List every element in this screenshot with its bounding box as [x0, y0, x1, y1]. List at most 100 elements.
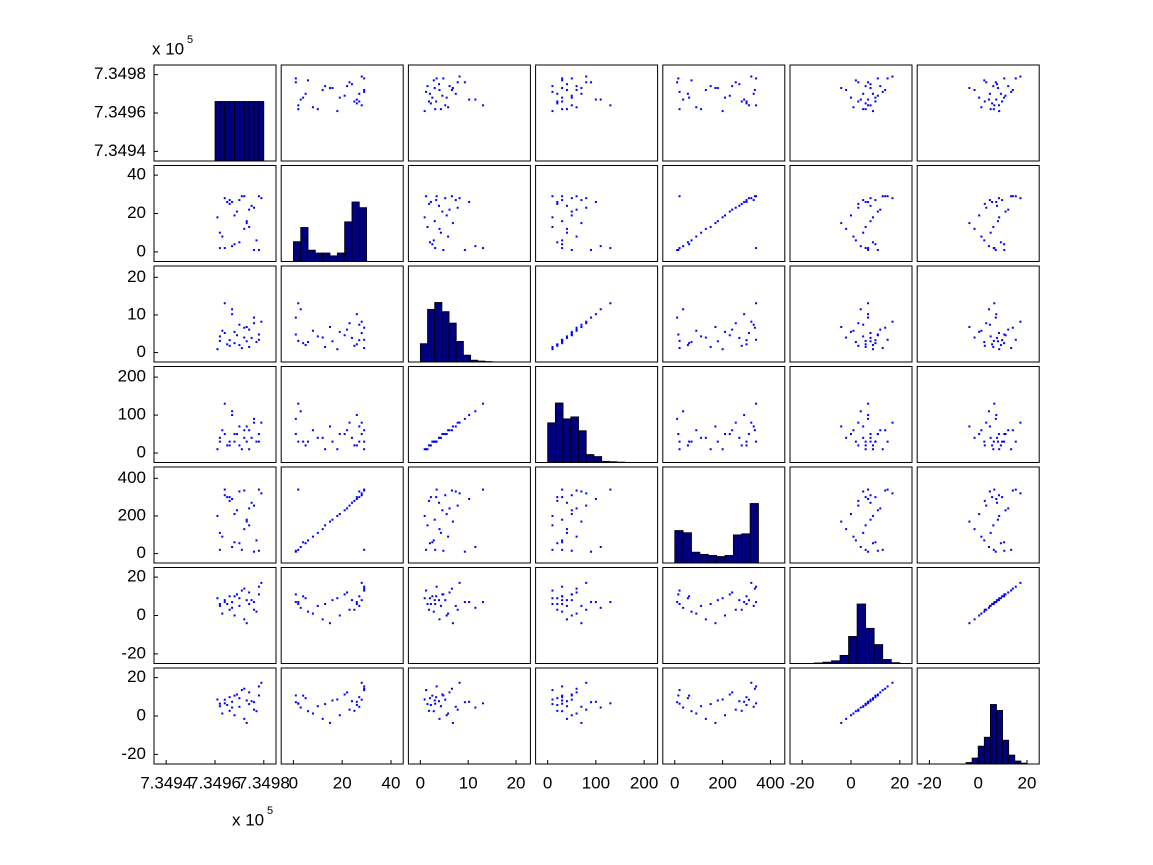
- scatter-point: [438, 88, 441, 91]
- scatter-point: [700, 604, 703, 607]
- histogram-bar: [292, 241, 302, 262]
- scatter-point: [231, 606, 234, 609]
- scatter-point: [869, 336, 872, 339]
- scatter-point: [233, 595, 236, 598]
- scatter-point: [307, 610, 310, 613]
- scatter-point: [442, 77, 445, 80]
- scatter-point: [745, 339, 748, 342]
- scatter-point: [580, 323, 583, 326]
- scatter-point: [864, 448, 867, 451]
- scatter-point: [862, 436, 865, 439]
- scatter-point: [677, 248, 680, 251]
- scatter-point: [257, 440, 260, 443]
- scatter-point: [353, 709, 356, 712]
- scatter-point: [561, 699, 564, 702]
- scatter-point: [223, 302, 226, 305]
- scatter-point: [998, 348, 1001, 351]
- y-tick-label: 7.3498: [94, 64, 146, 83]
- scatter-point: [228, 440, 231, 443]
- scatter-point: [862, 323, 865, 326]
- scatter-point: [238, 241, 241, 244]
- scatter-point: [423, 698, 426, 701]
- scatter-point: [874, 696, 877, 699]
- scatter-point: [245, 325, 248, 328]
- scatter-point: [331, 699, 334, 702]
- scatter-point: [451, 425, 454, 428]
- y-tick-label: 0: [137, 705, 146, 724]
- scatter-point: [363, 689, 366, 692]
- scatter-point: [429, 704, 432, 707]
- scatter-point: [233, 541, 236, 544]
- scatter-point: [874, 339, 877, 342]
- scatter-point: [750, 197, 753, 200]
- scatter-point: [223, 197, 226, 200]
- scatter-point: [700, 108, 703, 111]
- scatter-point: [231, 700, 234, 703]
- x-tick-label: 200: [630, 773, 658, 792]
- scatter-point: [996, 440, 999, 443]
- scatter-point: [363, 338, 366, 341]
- scatter-point: [556, 597, 559, 600]
- scatter-point: [233, 214, 236, 217]
- scatter-point: [678, 448, 681, 451]
- scatter-point: [231, 313, 234, 316]
- scatter-point: [570, 714, 573, 717]
- scatter-point: [1011, 587, 1014, 590]
- scatter-point: [456, 81, 459, 84]
- scatter-point: [331, 340, 334, 343]
- scatter-point: [968, 87, 971, 90]
- scatter-point: [221, 235, 224, 238]
- scatter-point: [248, 703, 251, 706]
- scatter-point: [716, 599, 719, 602]
- scatter-point: [876, 210, 879, 213]
- scatter-point: [250, 204, 253, 207]
- scatter-point: [426, 225, 429, 228]
- scatter-point: [876, 509, 879, 512]
- histogram-bar: [238, 101, 245, 162]
- scatter-point: [745, 595, 748, 598]
- scatter-point: [991, 200, 994, 203]
- scatter-point: [226, 496, 229, 499]
- scatter-point: [575, 195, 578, 198]
- scatter-point: [250, 436, 253, 439]
- scatter-point: [223, 247, 226, 250]
- scatter-point: [245, 425, 248, 428]
- scatter-point: [431, 595, 434, 598]
- scatter-point: [441, 509, 444, 512]
- scatter-point: [448, 507, 451, 510]
- scatter-point: [688, 243, 691, 246]
- scatter-point: [688, 595, 691, 598]
- scatter-point: [561, 220, 564, 223]
- panel-frame: [916, 265, 1040, 363]
- scatter-point: [864, 345, 867, 348]
- scatter-point: [678, 195, 681, 198]
- scatter-point: [857, 202, 860, 205]
- scatter-point: [321, 528, 324, 531]
- scatter-point: [238, 542, 241, 545]
- scatter-point: [442, 593, 445, 596]
- scatter-point: [223, 494, 226, 497]
- scatter-point: [716, 440, 719, 443]
- panel-frame: [662, 366, 786, 463]
- scatter-point: [565, 501, 568, 504]
- scatter-point: [743, 414, 746, 417]
- y-tick-label: 400: [118, 468, 146, 487]
- scatter-point: [973, 436, 976, 439]
- x-exponent-power: 5: [267, 805, 273, 817]
- scatter-point: [444, 433, 447, 436]
- scatter-point: [704, 88, 707, 91]
- scatter-point: [343, 593, 346, 596]
- scatter-point: [331, 518, 334, 521]
- scatter-point: [435, 440, 438, 443]
- scatter-point: [1003, 342, 1006, 345]
- scatter-point: [869, 494, 872, 497]
- scatter-point: [343, 509, 346, 512]
- scatter-point: [850, 513, 852, 516]
- scatter-point: [565, 204, 568, 207]
- scatter-point: [752, 604, 755, 607]
- scatter-point: [228, 344, 231, 347]
- scatter-point: [451, 87, 454, 90]
- scatter-point: [755, 685, 758, 688]
- scatter-point: [753, 326, 756, 329]
- scatter-point: [755, 440, 758, 443]
